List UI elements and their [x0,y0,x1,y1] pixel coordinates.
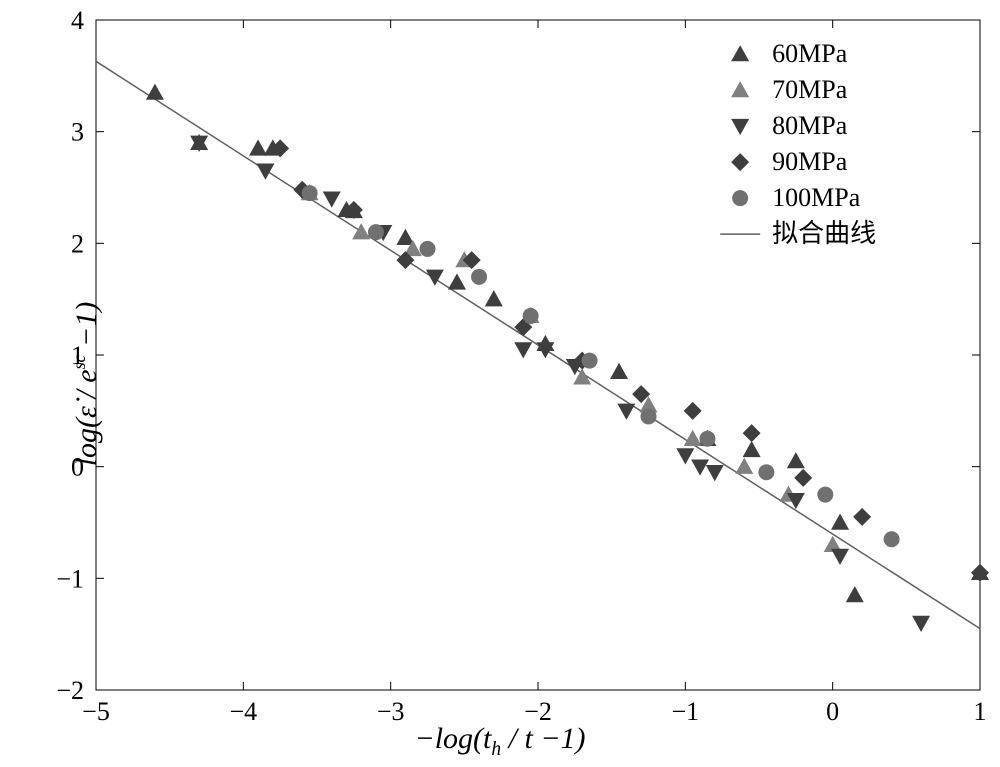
scatter-chart: −5−4−3−2−101−2−10123460MPa70MPa80MPa90MP… [0,0,1000,767]
svg-text:−4: −4 [229,697,257,726]
x-axis-label: −log(th / t −1) [414,722,585,761]
svg-text:−3: −3 [377,697,405,726]
svg-text:3: 3 [71,118,84,147]
svg-text:−5: −5 [82,697,110,726]
svg-text:拟合曲线: 拟合曲线 [772,219,876,248]
svg-text:2: 2 [71,229,84,258]
svg-text:−1: −1 [56,564,84,593]
svg-text:0: 0 [826,697,839,726]
svg-text:−2: −2 [56,676,84,705]
svg-text:4: 4 [71,6,84,35]
svg-text:60MPa: 60MPa [772,39,848,68]
y-axis-label: log(ε̇ / esc −1) [69,301,104,466]
svg-text:70MPa: 70MPa [772,75,848,104]
svg-text:90MPa: 90MPa [772,147,848,176]
svg-text:80MPa: 80MPa [772,111,848,140]
svg-text:−1: −1 [671,697,699,726]
svg-text:1: 1 [974,697,987,726]
svg-text:100MPa: 100MPa [772,183,861,212]
